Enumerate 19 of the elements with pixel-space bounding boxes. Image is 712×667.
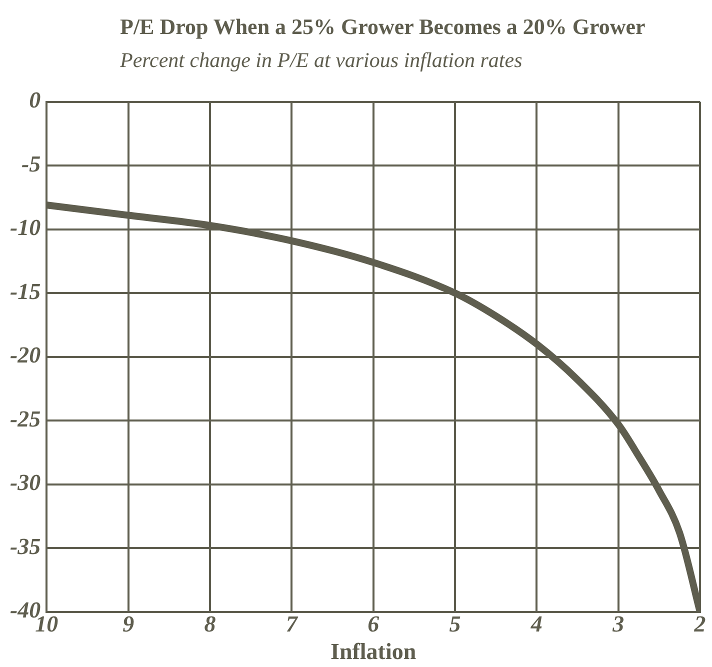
y-tick-label: -35 [10, 534, 41, 559]
chart-title: P/E Drop When a 25% Grower Becomes a 20% Grower [120, 14, 646, 40]
y-tick-label: -20 [10, 342, 42, 368]
y-tick-label: -5 [21, 151, 41, 176]
x-tick-label: 5 [449, 612, 461, 637]
x-tick-label: 2 [693, 612, 706, 637]
x-tick-label: 9 [122, 612, 135, 637]
y-tick-label: -15 [10, 278, 41, 304]
y-tick-label: 0 [29, 88, 42, 113]
y-tick-label: -30 [10, 470, 42, 496]
x-tick-label: 6 [368, 612, 380, 637]
x-axis-title: Inflation [330, 639, 416, 664]
y-tick-label: -10 [10, 215, 42, 240]
chart-subtitle: Percent change in P/E at various inflation rates [120, 48, 522, 73]
x-tick-label: 4 [530, 612, 542, 637]
y-tick-label: -25 [10, 406, 41, 432]
x-tick-label: 3 [612, 612, 624, 637]
x-tick-label: 8 [204, 612, 216, 637]
x-tick-label: 7 [286, 612, 299, 637]
